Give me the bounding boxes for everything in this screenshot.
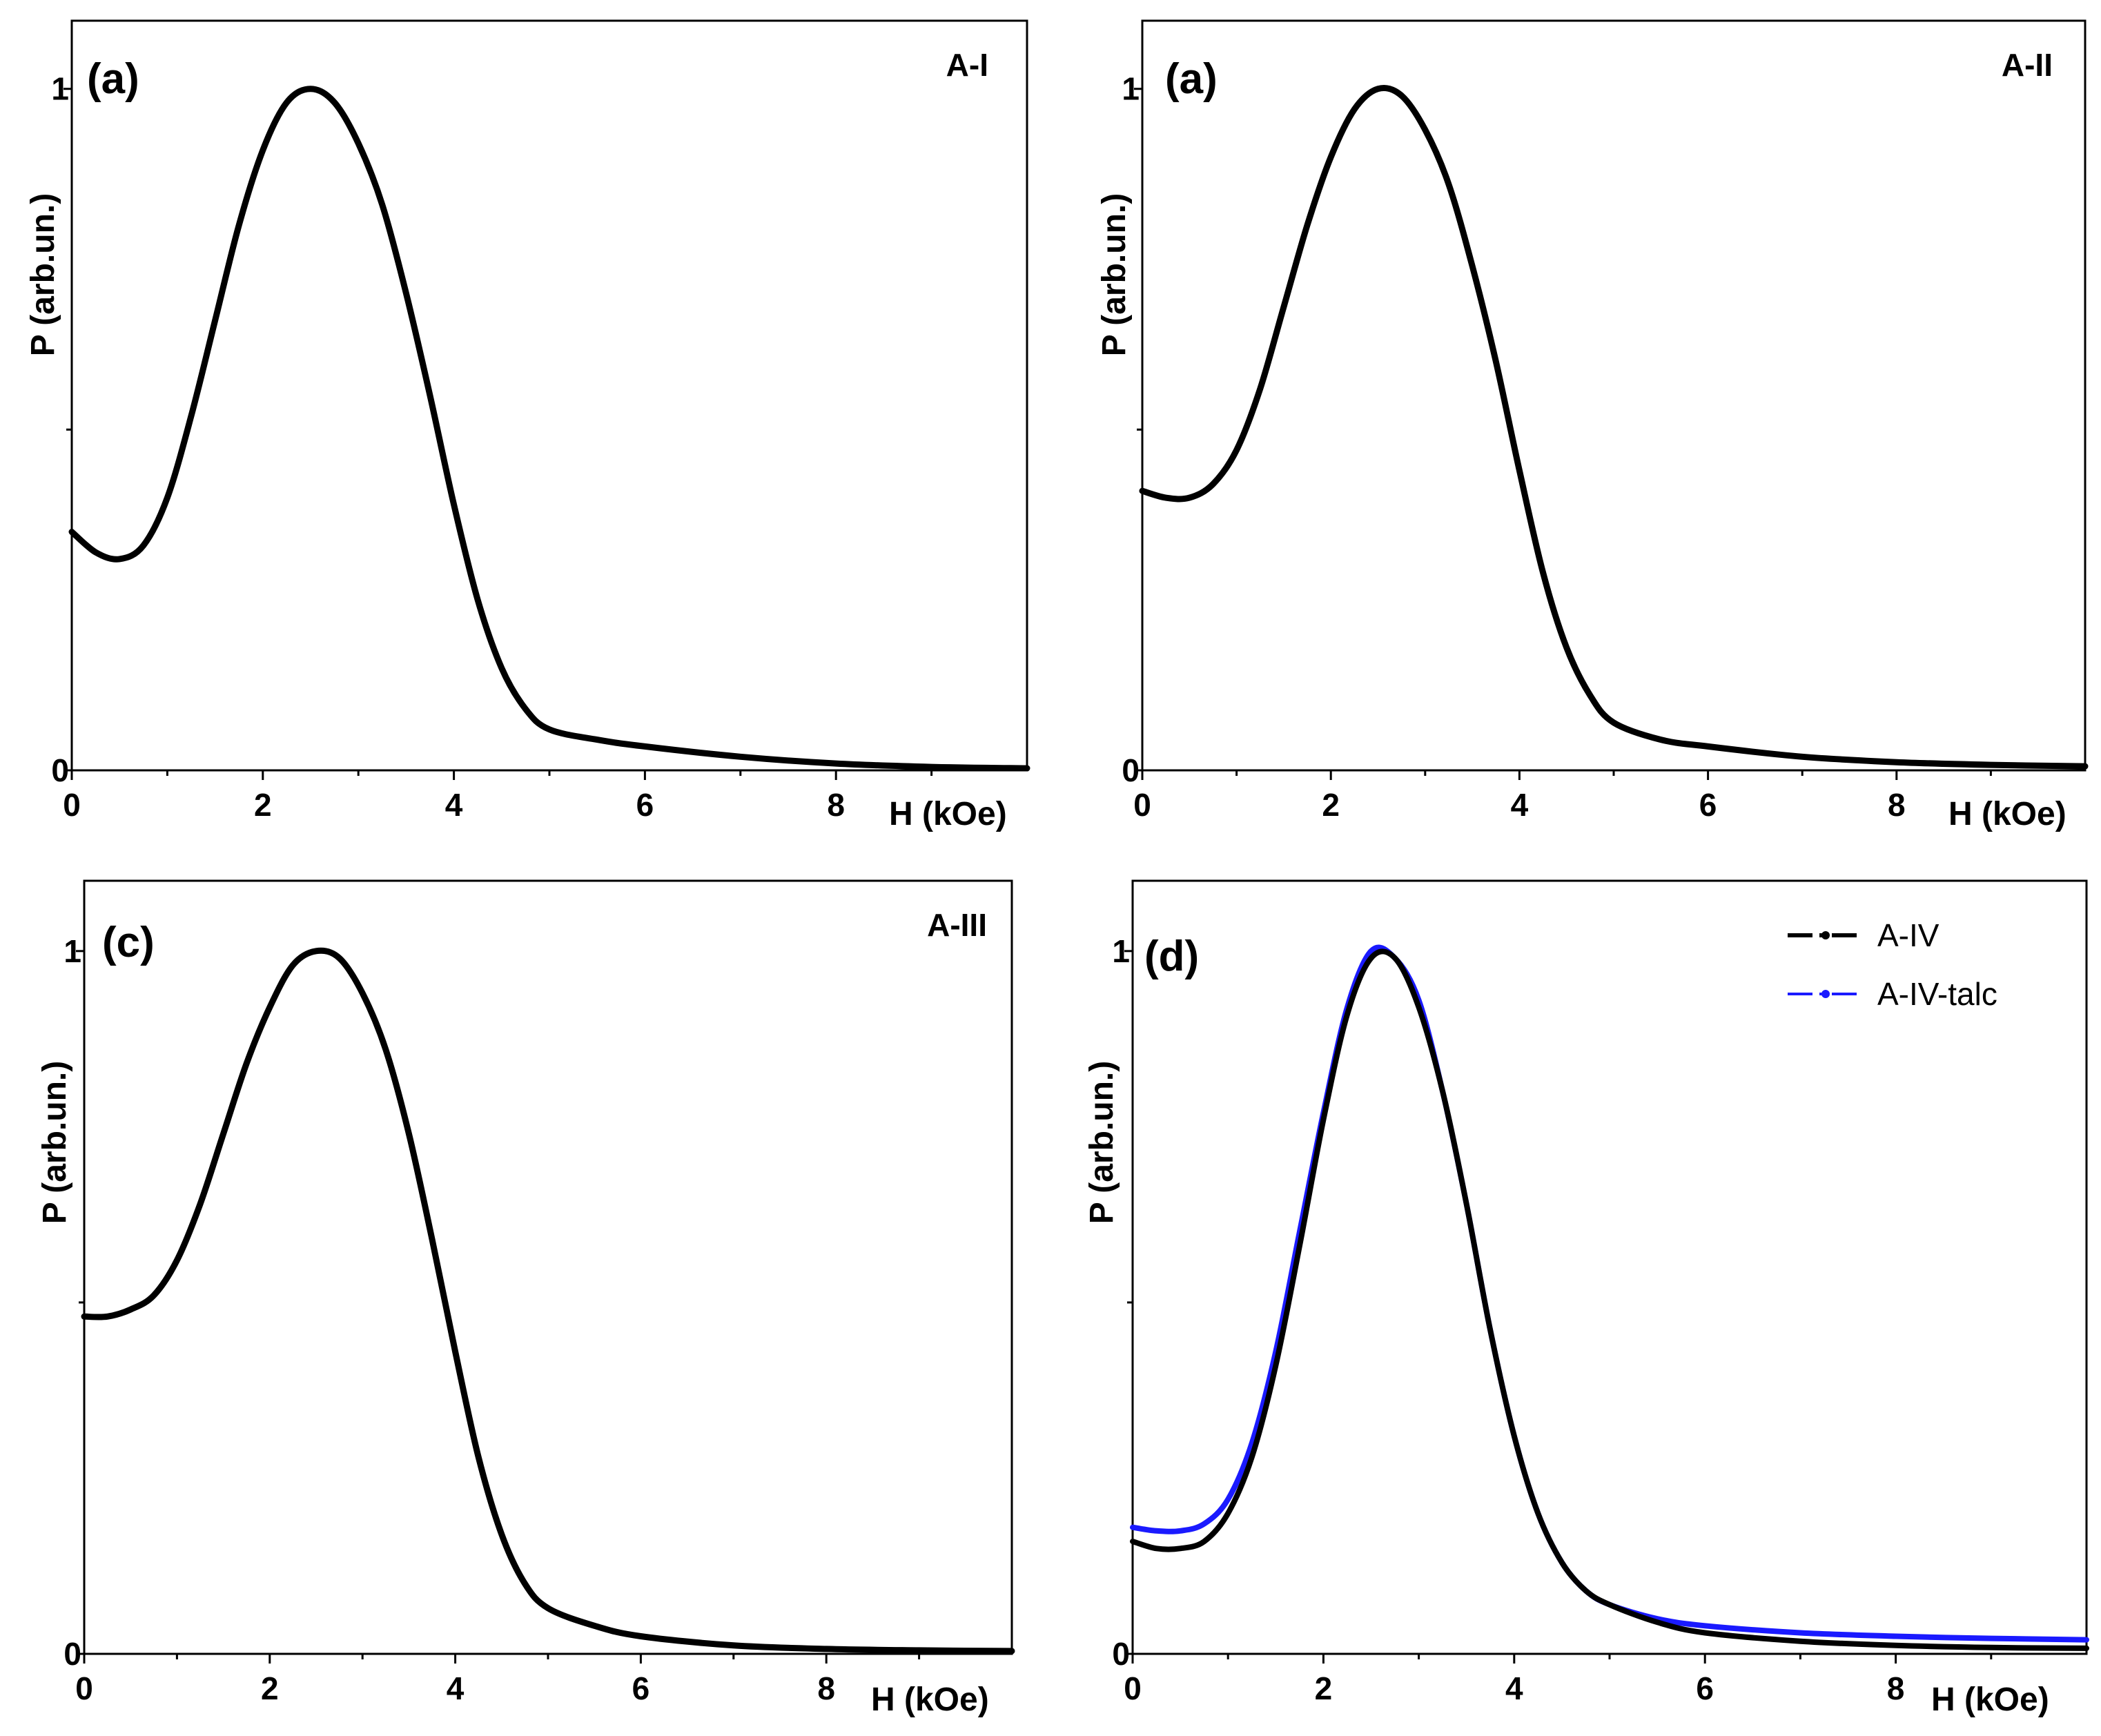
x-tick-label: 8: [817, 1670, 835, 1706]
series-line-A-III: [81, 947, 1015, 1655]
plot-frame: [70, 19, 1028, 772]
panel-a-I: (a) A-I P (arb.un.) H (kOe) 0 2 4 6 8 0 1: [25, 19, 1030, 832]
x-axis-label: H (kOe): [1931, 1681, 2049, 1718]
x-tick-label: 6: [1699, 787, 1717, 823]
y-tick-label: 1: [1112, 933, 1130, 969]
series-layer: [1139, 84, 2089, 770]
x-axis-label: H (kOe): [871, 1681, 989, 1718]
legend-label-A-IV: A-IV: [1877, 917, 1939, 953]
y-tick-label: 1: [1122, 71, 1140, 107]
x-tick-label: 8: [827, 787, 845, 823]
panel-label: (c): [102, 919, 155, 966]
x-tick-label: 6: [632, 1670, 650, 1706]
sample-label: A-III: [927, 907, 987, 943]
y-tick-label: 0: [1112, 1636, 1130, 1672]
y-tick-label: 1: [63, 933, 81, 969]
panel-label: (d): [1144, 933, 1199, 980]
panel-a-II: (a) A-II P (arb.un.) H (kOe) 0 2 4 6 8 0 1: [1096, 19, 2089, 832]
y-tick-label: 1: [51, 71, 69, 107]
x-tick-label: 4: [447, 1670, 465, 1706]
x-tick-label: 8: [1887, 1670, 1905, 1706]
legend-marker-A-IV: [1821, 931, 1830, 939]
x-axis-label: H (kOe): [1948, 796, 2066, 832]
sample-label: A-II: [2002, 47, 2053, 83]
x-tick-label: 2: [254, 787, 272, 823]
x-tick-label: 0: [1124, 1670, 1142, 1706]
axis-ticks: 0 2 4 6 8 0 1: [1122, 71, 1992, 823]
y-tick-label: 0: [63, 1636, 81, 1672]
axis-ticks: 0 2 4 6 8 0 1: [51, 71, 933, 823]
series-line-A-IV: [1130, 948, 2089, 1651]
x-tick-label: 6: [636, 787, 654, 823]
axis-ticks: 0 2 4 6 8 0 1: [1112, 933, 1993, 1706]
x-tick-label: 4: [445, 787, 463, 823]
series-line-A-IV-talc: [1130, 944, 2089, 1643]
series-line-A-II: [1139, 84, 2089, 770]
axis-ticks: 0 2 4 6 8 0 1: [63, 933, 921, 1706]
x-tick-label: 2: [1322, 787, 1340, 823]
plot-frame: [1141, 19, 2087, 772]
legend: A-IV A-IV-talc: [1788, 917, 1997, 1012]
series-line-A-I: [68, 86, 1030, 772]
x-tick-label: 8: [1888, 787, 1906, 823]
y-axis-label: P (arb.un.): [1096, 193, 1133, 356]
sample-label: A-I: [946, 47, 988, 83]
x-tick-label: 6: [1696, 1670, 1714, 1706]
y-tick-label: 0: [51, 752, 69, 788]
x-tick-label: 0: [63, 787, 81, 823]
x-axis-label: H (kOe): [889, 796, 1007, 832]
x-tick-label: 4: [1505, 1670, 1523, 1706]
legend-marker-A-IV-talc: [1821, 990, 1830, 998]
x-tick-label: 2: [261, 1670, 279, 1706]
x-tick-label: 0: [75, 1670, 93, 1706]
legend-label-A-IV-talc: A-IV-talc: [1877, 976, 1997, 1012]
x-tick-label: 0: [1133, 787, 1151, 823]
panel-label: (a): [87, 55, 139, 103]
y-axis-label: P (arb.un.): [1084, 1061, 1120, 1224]
y-axis-label: P (arb.un.): [37, 1061, 73, 1224]
x-tick-label: 2: [1315, 1670, 1333, 1706]
panel-c-III: (c) A-III P (arb.un.) H (kOe) 0 2 4 6 8 0 1: [37, 879, 1015, 1718]
series-layer: [81, 947, 1015, 1655]
series-layer: [68, 86, 1030, 772]
series-layer: [1130, 944, 2089, 1651]
panel-label: (a): [1165, 55, 1218, 103]
panel-d-IV: (d) P (arb.un.) H (kOe) 0 2 4 6 8 0 1 A-IV A-I…: [1084, 879, 2089, 1718]
y-axis-label: P (arb.un.): [25, 193, 61, 356]
plot-frame: [83, 879, 1013, 1655]
x-tick-label: 4: [1511, 787, 1529, 823]
y-tick-label: 0: [1122, 752, 1140, 788]
